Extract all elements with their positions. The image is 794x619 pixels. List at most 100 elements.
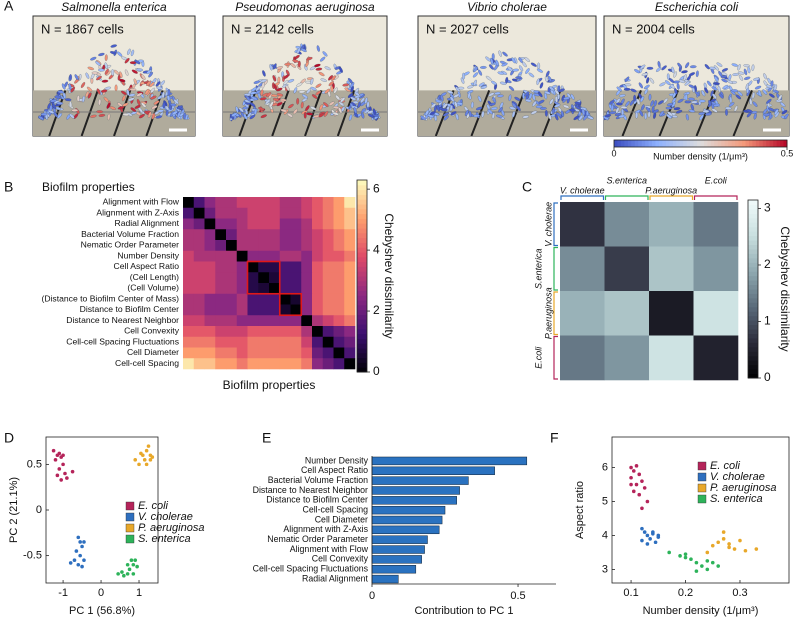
heatmap-cell [258,336,270,348]
cell [720,75,728,79]
row-label: (Cell Length) [130,272,179,282]
cell [501,62,508,67]
cell [475,106,483,111]
colorbar-segment [357,280,367,287]
point [683,555,688,560]
heatmap-cell [215,358,227,370]
cell [157,109,164,113]
heatmap-cell [560,291,605,336]
colorbar-segment [748,289,758,294]
point [131,572,136,576]
heatmap-cell [312,326,324,338]
cell [532,93,536,101]
point [645,542,650,546]
point [80,544,84,549]
cell [57,113,63,119]
cell [536,68,543,73]
cell [581,108,586,116]
y-tick-label: 4 [602,529,608,541]
heatmap-cell [204,293,216,305]
colorbar-segment [357,261,367,267]
cell [547,75,552,82]
cell [535,105,543,109]
bar [371,496,457,505]
heatmap-cell [247,240,259,252]
heatmap-cell [258,326,270,338]
row-label: Nematic Order Parameter [81,240,180,250]
colorbar-segment [693,140,698,147]
cell [549,98,554,105]
cell [530,110,538,115]
cell [447,90,454,94]
heatmap-cell [258,218,270,230]
cell [539,82,544,89]
colorbar-segment [357,242,367,248]
colorbar-segment [769,140,774,147]
cell [478,69,483,76]
row-label: Cell Diameter [127,347,179,357]
heatmap-cell [193,240,205,252]
cell [519,65,524,72]
cell [481,111,485,118]
colorbar-segment [707,140,712,147]
cell [609,99,615,105]
cell [98,113,106,117]
heatmap-cell [258,358,270,370]
cell [306,88,312,94]
cell [714,76,719,82]
cell [537,62,541,70]
panel-title: Pseudomonas aeruginosa [235,0,375,14]
colorbar-segment [748,351,758,357]
point [129,558,134,562]
cell [333,87,338,94]
cell [758,89,762,97]
cell [560,110,565,117]
cell [633,94,637,102]
cell [280,109,287,113]
cell [430,103,437,109]
cell [488,92,495,97]
heatmap-cell [258,261,270,273]
heatmap-cell [312,229,324,241]
heatmap-cell [247,229,259,241]
heatmap-cell [236,358,248,370]
cell [276,87,283,92]
colorbar-label: Chebyshev dissimilarity [382,213,396,338]
heatmap-cell [193,326,205,338]
colorbar-segment [357,184,367,191]
cell [468,110,472,118]
cell [425,109,430,116]
cell [729,96,733,104]
heatmap-cell [322,358,334,370]
colorbar-segment [357,290,367,296]
cell [146,80,152,86]
cell [666,102,674,107]
cell [587,115,594,120]
cell [781,109,788,115]
heatmap-cell [226,272,238,284]
cell [615,107,620,114]
heatmap-cell [290,293,302,305]
heatmap-cell [301,326,313,338]
cell [684,93,688,101]
point [131,562,136,567]
cell [90,114,97,118]
heatmap-cell [247,283,259,295]
y-tick-label: Alignment with Flow [290,544,369,554]
heatmap-cell [247,197,259,209]
heatmap-cell [258,347,270,359]
cell [270,94,278,98]
cell [511,111,516,118]
colorbar-segment [748,200,758,205]
row-label: Cell-cell Spacing [115,358,179,368]
cell [646,77,650,84]
point [648,537,652,541]
colorbar-segment [357,189,367,195]
colorbar-segment [717,140,722,147]
cell [231,112,238,117]
panel-title: Vibrio cholerae [467,0,547,14]
point [135,564,139,569]
cell [338,66,343,73]
heatmap-cell [204,229,216,241]
cell [634,69,641,74]
